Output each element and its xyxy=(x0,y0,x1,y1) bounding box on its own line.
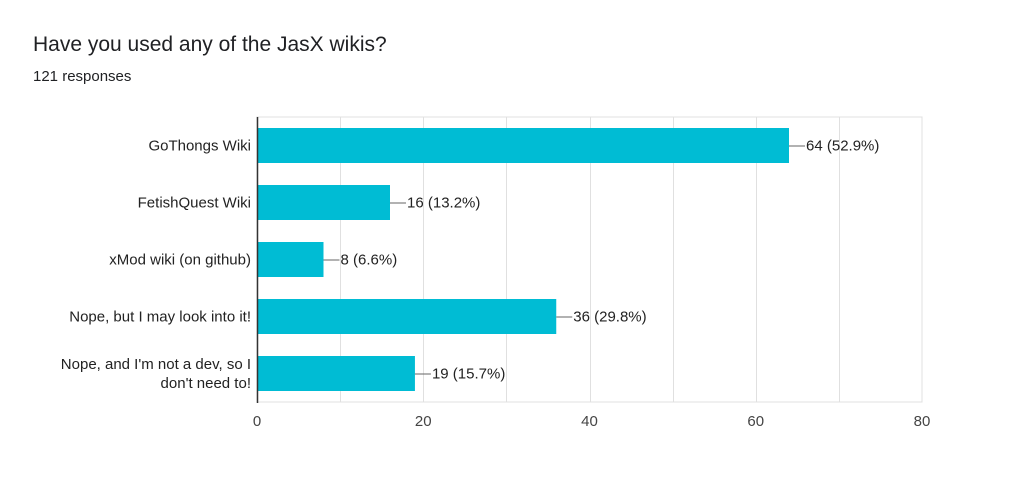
x-tick-label: 20 xyxy=(415,413,432,430)
category-label: xMod wiki (on github) xyxy=(109,252,251,269)
bar xyxy=(257,356,415,391)
x-tick-label: 0 xyxy=(253,413,261,430)
x-tick-label: 60 xyxy=(747,413,764,430)
value-label: 64 (52.9%) xyxy=(806,138,879,155)
x-tick-label: 40 xyxy=(581,413,598,430)
bar xyxy=(257,242,324,277)
bar xyxy=(257,128,789,163)
bar xyxy=(257,299,557,334)
x-tick-label: 80 xyxy=(914,413,931,430)
chart-title: Have you used any of the JasX wikis? xyxy=(33,33,387,56)
bar xyxy=(257,185,390,220)
value-label: 8 (6.6%) xyxy=(341,252,398,269)
category-label: FetishQuest Wiki xyxy=(138,195,251,212)
value-label: 19 (15.7%) xyxy=(432,366,505,383)
value-label: 16 (13.2%) xyxy=(407,195,480,212)
value-label: 36 (29.8%) xyxy=(573,309,646,326)
category-label: GoThongs Wiki xyxy=(148,138,251,155)
response-count: 121 responses xyxy=(33,68,132,85)
category-label: Nope, but I may look into it! xyxy=(69,309,251,326)
